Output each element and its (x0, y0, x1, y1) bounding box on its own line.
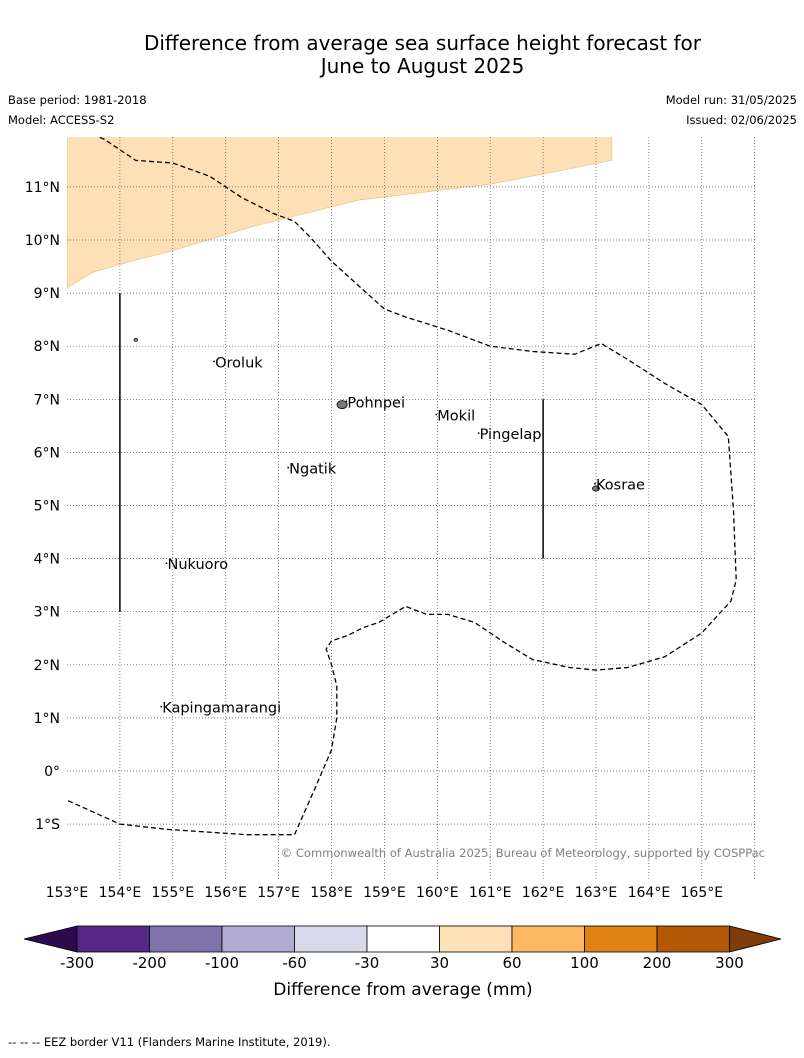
minor-island (133, 337, 138, 342)
place-pingelap: Pingelap (477, 427, 542, 443)
colorbar-segment (76, 925, 150, 953)
issued-date: Issued: 02/06/2025 (686, 113, 797, 127)
kosrae-island (592, 485, 600, 492)
colorbar-segment (366, 925, 440, 953)
lon-tick-label: 160°E (416, 885, 459, 901)
svg-text:Pohnpei: Pohnpei (347, 395, 405, 411)
colorbar-tick-label: 200 (643, 954, 672, 972)
svg-text:Ngatik: Ngatik (289, 462, 337, 478)
lon-tick-label: 162°E (522, 885, 565, 901)
lat-tick-label: 2°N (34, 658, 60, 674)
lon-tick-label: 165°E (681, 885, 724, 901)
place-nukuoro: Nukuoro (165, 557, 229, 573)
model-run-date: Model run: 31/05/2025 (665, 93, 797, 107)
lat-tick-label: 10°N (25, 233, 60, 249)
lat-tick-label: 1°S (35, 817, 60, 833)
axis-labels: 153°E 154°E 155°E 156°E 157°E 158°E 159°E 160°E… (25, 180, 723, 901)
lat-tick-label: 6°N (34, 445, 60, 461)
lat-tick-label: 4°N (34, 552, 60, 568)
lat-tick-label: 5°N (34, 499, 60, 515)
map-plot-area (67, 137, 613, 289)
colorbar-max-extension (729, 925, 782, 953)
copyright-notice: © Commonwealth of Australia 2025, Bureau… (281, 846, 765, 860)
base-period: Base period: 1981-2018 (8, 93, 147, 107)
place-oroluk: Oroluk (213, 355, 263, 371)
svg-text:Kapingamarangi: Kapingamarangi (162, 701, 281, 717)
colorbar-tick-label: -30 (355, 954, 380, 972)
place-kapingamarangi: Kapingamarangi (160, 701, 281, 717)
lat-tick-label: 1°N (34, 711, 60, 727)
colorbar-segment (584, 925, 658, 953)
lon-tick-label: 163°E (575, 885, 618, 901)
colorbar-segment (221, 925, 295, 953)
colorbar-segment (294, 925, 368, 953)
colorbar-segments (23, 925, 782, 953)
lon-tick-label: 159°E (363, 885, 406, 901)
svg-text:Pingelap: Pingelap (480, 427, 542, 443)
colorbar-tick-label: -60 (282, 954, 307, 972)
lat-tick-label: 3°N (34, 605, 60, 621)
colorbar-segment (439, 925, 513, 953)
svg-text:Mokil: Mokil (437, 409, 475, 425)
place-kosrae: Kosrae (594, 478, 645, 494)
svg-text:Kosrae: Kosrae (596, 478, 645, 494)
colorbar-ticks: -300 -200 -100 -60 -30 30 60 100 200 300 (60, 954, 744, 972)
pohnpei-island (336, 400, 348, 410)
lon-tick-label: 153°E (46, 885, 89, 901)
colorbar-tick-label: 100 (570, 954, 599, 972)
eez-border (67, 137, 737, 836)
colorbar-segment (149, 925, 223, 953)
lon-tick-label: 157°E (257, 885, 300, 901)
lat-tick-label: 9°N (34, 286, 60, 302)
colorbar-tick-label: -300 (60, 954, 94, 972)
title-line-1: Difference from average sea surface heig… (143, 31, 702, 55)
place-pohnpei: Pohnpei (345, 395, 405, 411)
model-name: Model: ACCESS-S2 (8, 113, 115, 127)
place-labels: Oroluk Pohnpei Mokil Pingelap Ngatik Kosrae Nu… (160, 355, 645, 717)
lon-tick-label: 158°E (310, 885, 353, 901)
colorbar-min-extension (23, 925, 78, 953)
gridlines (67, 137, 756, 880)
place-mokil: Mokil (435, 409, 475, 425)
lat-tick-label: 11°N (25, 180, 60, 196)
svg-text:Oroluk: Oroluk (215, 355, 263, 371)
lat-tick-label: 0° (44, 764, 60, 780)
anomaly-shading (67, 137, 613, 289)
colorbar-tick-label: 300 (715, 954, 744, 972)
colorbar-segment (656, 925, 730, 953)
lon-tick-label: 155°E (152, 885, 195, 901)
colorbar-segment (511, 925, 585, 953)
colorbar-tick-label: 30 (430, 954, 449, 972)
colorbar-label: Difference from average (mm) (273, 980, 532, 1000)
eez-border-line (67, 137, 737, 836)
map-title: Difference from average sea surface heig… (0, 32, 804, 78)
colorbar-tick-label: -100 (205, 954, 239, 972)
svg-text:Nukuoro: Nukuoro (168, 557, 229, 573)
lon-tick-label: 154°E (99, 885, 142, 901)
colorbar-tick-label: 60 (502, 954, 521, 972)
lon-tick-label: 164°E (628, 885, 671, 901)
lat-tick-label: 7°N (34, 392, 60, 408)
eez-legend-note: -- -- -- EEZ border V11 (Flanders Marine… (8, 1035, 331, 1049)
lon-tick-label: 161°E (469, 885, 512, 901)
title-line-2: June to August 2025 (320, 54, 525, 78)
lat-tick-label: 8°N (34, 339, 60, 355)
map: Oroluk Pohnpei Mokil Pingelap Ngatik Kosrae Nu… (25, 137, 765, 901)
place-ngatik: Ngatik (287, 462, 337, 478)
lon-tick-label: 156°E (204, 885, 247, 901)
colorbar-tick-label: -200 (132, 954, 166, 972)
